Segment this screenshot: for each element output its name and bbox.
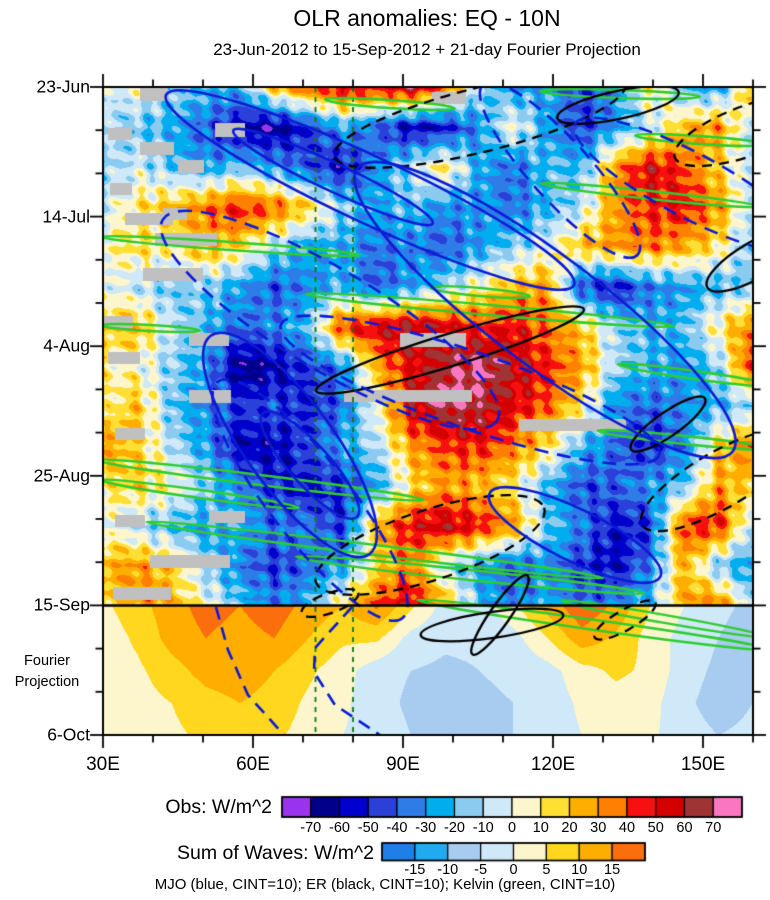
obs-colorbar-tick-label: 10 — [532, 820, 549, 836]
obs-colorbar-tick-label: -50 — [357, 820, 379, 836]
x-axis-tick-label: 90E — [386, 754, 420, 775]
obs-colorbar-tick-label: -30 — [415, 820, 437, 836]
wave-contour-legend: MJO (blue, CINT=10); ER (black, CINT=10)… — [154, 876, 616, 893]
chart-title: OLR anomalies: EQ - 10N — [293, 5, 561, 31]
chart-subtitle: 23-Jun-2012 to 15-Sep-2012 + 21-day Four… — [213, 40, 641, 59]
y-axis-tick-label: 23-Jun — [36, 76, 90, 97]
waves-colorbar-tick-label: 5 — [542, 862, 551, 878]
obs-colorbar-tick-label: 50 — [647, 820, 664, 836]
waves-colorbar-tick-label: -10 — [437, 862, 459, 878]
obs-colorbar-tick-label: 20 — [561, 820, 578, 836]
obs-colorbar-tick-label: -40 — [386, 820, 408, 836]
x-axis-tick-label: 150E — [680, 754, 726, 775]
obs-colorbar-tick-label: -20 — [444, 820, 465, 836]
fourier-projection-label-line1: Fourier — [24, 653, 70, 669]
obs-colorbar-tick-label: -10 — [472, 820, 494, 836]
obs-colorbar-tick-label: 30 — [590, 820, 607, 836]
y-axis-tick-label: 6-Oct — [47, 724, 90, 745]
obs-colorbar-tick-label: 60 — [676, 820, 693, 836]
y-axis-tick-label: 25-Aug — [33, 465, 90, 486]
x-axis-tick-label: 120E — [530, 754, 576, 775]
waves-colorbar-tick-label: -5 — [474, 862, 488, 878]
obs-colorbar-tick-label: 40 — [618, 820, 636, 836]
waves-colorbar-tick-label: 15 — [604, 862, 621, 878]
y-axis-tick-label: 15-Sep — [33, 594, 90, 615]
obs-colorbar-tick-label: -60 — [329, 820, 350, 836]
waves-colorbar-label: Sum of Waves: W/m^2 — [177, 842, 374, 864]
waves-colorbar-tick-label: 0 — [509, 862, 518, 878]
obs-colorbar-tick-label: 70 — [705, 820, 722, 836]
y-axis-tick-label: 4-Aug — [43, 335, 90, 356]
obs-colorbar-tick-label: -70 — [300, 820, 322, 836]
y-axis-tick-label: 14-Jul — [42, 206, 90, 227]
fourier-projection-label-line2: Projection — [14, 674, 80, 690]
waves-colorbar-tick-label: -15 — [404, 862, 426, 878]
x-axis-tick-label: 30E — [86, 754, 120, 775]
obs-colorbar-tick-label: 0 — [507, 820, 517, 836]
obs-colorbar-label: Obs: W/m^2 — [165, 796, 272, 818]
waves-colorbar-tick-label: 10 — [571, 862, 588, 878]
x-axis-tick-label: 60E — [236, 754, 270, 775]
